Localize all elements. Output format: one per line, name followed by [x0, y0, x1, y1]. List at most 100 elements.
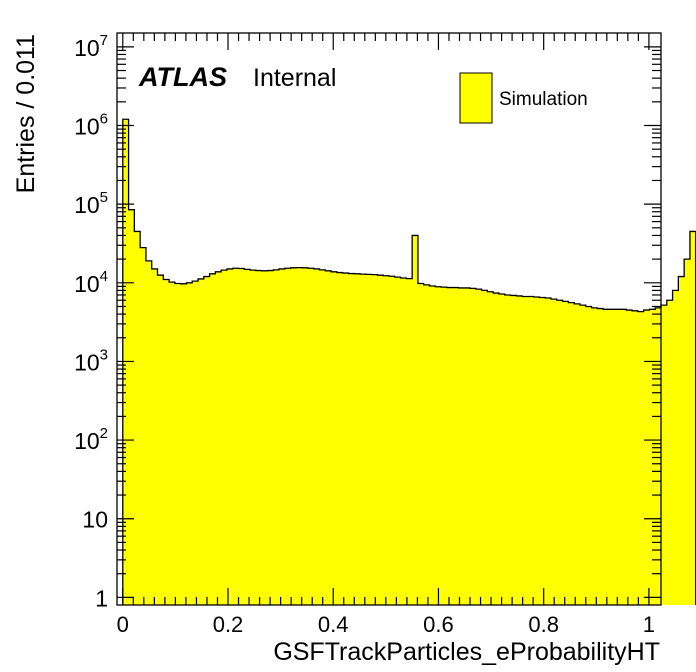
legend-swatch [459, 72, 493, 124]
histogram-bar [591, 307, 598, 605]
histogram-bar [545, 298, 552, 605]
y-tick-label: 102 [74, 425, 108, 454]
histogram-bar [389, 276, 396, 605]
histogram-bar [157, 275, 164, 605]
x-tick-label: 0.4 [318, 612, 349, 637]
histogram-bar [620, 309, 627, 605]
histogram-bar [539, 297, 546, 605]
histogram-bar [174, 283, 182, 605]
histogram-bar [267, 270, 274, 605]
histogram-bar [643, 310, 650, 605]
histogram-bar [163, 279, 170, 605]
histogram-bar [661, 305, 668, 605]
histogram-bar [186, 282, 193, 605]
histogram-bar [475, 289, 482, 605]
histogram-bar [342, 273, 349, 605]
histogram-bar [406, 278, 413, 605]
histogram-bar [568, 302, 575, 605]
histogram-bar [360, 274, 367, 605]
histogram-bar [464, 287, 471, 605]
y-tick-label: 107 [74, 32, 108, 61]
plot-frame [116, 32, 662, 606]
histogram-bar [574, 303, 581, 605]
histogram-bar [383, 275, 390, 605]
histogram-bar [279, 268, 286, 605]
histogram-bar [192, 281, 199, 605]
histogram-bar [302, 267, 309, 605]
histogram-bar [585, 306, 592, 605]
legend: Simulation [459, 72, 588, 124]
y-tick-label: 104 [74, 268, 108, 297]
histogram-bar [672, 290, 679, 605]
histogram-bar [180, 283, 187, 605]
histogram-bar [579, 305, 587, 605]
histogram-bar [597, 308, 604, 605]
histogram-bar [336, 272, 344, 605]
y-tick-label: 103 [74, 346, 108, 375]
histogram-bar [319, 269, 326, 605]
histogram-bar [325, 270, 332, 605]
histogram-bar [151, 268, 158, 605]
histogram-bar [481, 290, 488, 605]
histogram-bar [487, 291, 494, 605]
histogram-bar [250, 270, 257, 605]
histogram-bar [371, 274, 378, 605]
histogram-bar [244, 269, 251, 605]
histogram-bar [626, 310, 633, 605]
histogram-bar [608, 309, 616, 605]
atlas-label: ATLAS [138, 62, 227, 92]
axis-ticks [117, 33, 661, 605]
histogram-bar [678, 276, 685, 605]
x-tick-label: 0.8 [528, 612, 559, 637]
histogram-bar [516, 295, 523, 605]
histogram-bar [394, 277, 401, 605]
y-tick-label: 105 [74, 189, 108, 218]
histogram-bar [209, 273, 216, 605]
histogram-bar [632, 310, 639, 605]
histogram-bar [603, 309, 610, 605]
y-tick-label: 1 [95, 585, 108, 611]
histogram-bar [423, 284, 430, 605]
histogram-bar [261, 270, 268, 605]
histogram-bar [689, 231, 696, 606]
histogram-bar [614, 309, 621, 605]
histogram-bars [122, 119, 696, 606]
y-tick-labels: 1 10 102 103 104 105 106 107 [74, 32, 108, 612]
histogram-bar [556, 300, 564, 605]
histogram-bar [441, 287, 448, 605]
x-tick-label: 1 [643, 612, 655, 637]
histogram-bar [348, 273, 355, 605]
histogram-bar [128, 209, 135, 605]
histogram-bar [417, 283, 425, 605]
x-tick-label: 0 [117, 612, 129, 637]
histogram-bar [307, 268, 315, 605]
y-axis-title: Entries / 0.011 [12, 34, 40, 193]
histogram-bar [198, 278, 205, 605]
histogram-bar [452, 287, 459, 605]
histogram-bar [226, 268, 234, 605]
histogram-bar [493, 293, 500, 605]
x-tick-label: 0.6 [423, 612, 454, 637]
histogram-bar [134, 231, 141, 606]
histogram-bar [296, 267, 303, 605]
histogram-bar [655, 307, 662, 605]
histogram-bar [290, 267, 297, 605]
histogram-bar [400, 278, 407, 605]
histogram-bar [331, 271, 338, 605]
histogram-bar [169, 282, 176, 605]
histogram-bar [313, 268, 320, 605]
histogram-bar [498, 294, 506, 605]
histogram-bar [354, 273, 361, 605]
y-tick-label: 10 [82, 507, 108, 533]
histogram-bar [122, 119, 129, 606]
histogram-bar [221, 270, 228, 605]
histogram-bar [504, 294, 511, 605]
x-tick-labels: 0 0.2 0.4 0.6 0.8 1 [117, 612, 655, 637]
histogram-bar [435, 286, 442, 605]
histogram-outline [122, 118, 696, 605]
status-label: Internal [253, 64, 336, 92]
histogram-bar [145, 260, 153, 605]
x-axis-title: GSFTrackParticles_eProbabilityHT [273, 638, 660, 666]
histogram-bar [215, 271, 222, 605]
